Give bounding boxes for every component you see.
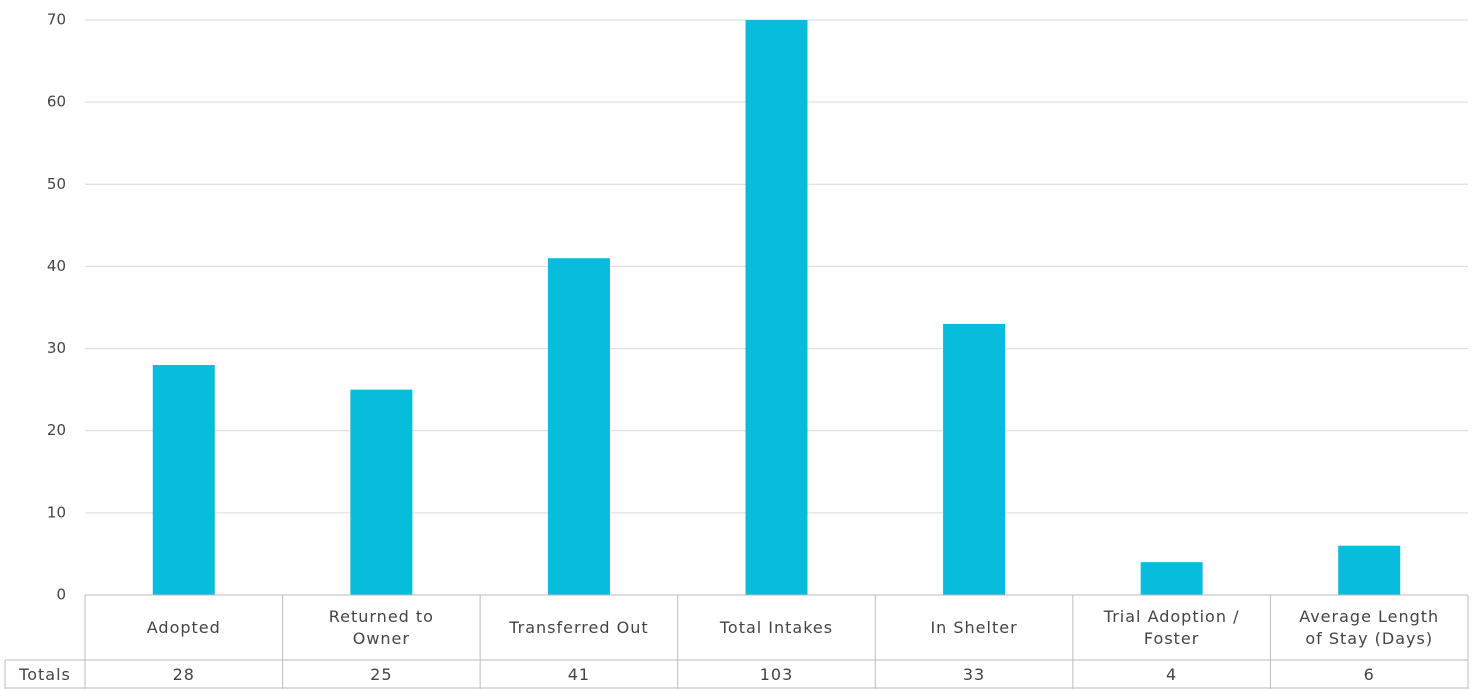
category-label: Average Length of Stay (Days) bbox=[1270, 595, 1468, 660]
y-tick-label: 60 bbox=[47, 93, 66, 111]
total-value: 4 bbox=[1073, 660, 1271, 689]
y-tick-label: 50 bbox=[47, 175, 66, 193]
bar bbox=[350, 389, 413, 595]
total-value-text: 4 bbox=[1166, 664, 1178, 684]
total-value: 6 bbox=[1270, 660, 1468, 689]
category-label: Trial Adoption / Foster bbox=[1073, 595, 1271, 660]
total-value-text: 41 bbox=[567, 664, 591, 684]
category-label: In Shelter bbox=[875, 595, 1073, 660]
row-label: Totals bbox=[5, 660, 85, 689]
bar bbox=[1338, 545, 1401, 595]
category-label: Transferred Out bbox=[480, 595, 678, 660]
total-value: 103 bbox=[678, 660, 876, 689]
bar bbox=[1140, 562, 1203, 595]
bar bbox=[745, 20, 808, 595]
category-label-text: Transferred Out bbox=[509, 617, 649, 637]
category-label-text: Average Length of Stay (Days) bbox=[1299, 606, 1440, 648]
category-label-text: Returned to Owner bbox=[328, 606, 434, 648]
total-value-text: 103 bbox=[759, 664, 794, 684]
category-label: Returned to Owner bbox=[283, 595, 481, 660]
y-tick-label: 70 bbox=[47, 11, 66, 29]
bar bbox=[152, 365, 215, 595]
y-tick-label: 20 bbox=[47, 421, 66, 439]
total-value: 25 bbox=[283, 660, 481, 689]
y-tick-label: 0 bbox=[56, 586, 66, 604]
plot-area bbox=[152, 20, 1401, 595]
total-value-text: 33 bbox=[962, 664, 986, 684]
total-value: 41 bbox=[480, 660, 678, 689]
category-label-text: Total Intakes bbox=[719, 617, 834, 637]
y-tick-label: 40 bbox=[47, 257, 66, 275]
total-value-text: 6 bbox=[1363, 664, 1375, 684]
category-label-text: Adopted bbox=[146, 617, 221, 637]
total-value: 33 bbox=[875, 660, 1073, 689]
category-label-text: In Shelter bbox=[930, 617, 1018, 637]
total-value-text: 25 bbox=[370, 664, 393, 684]
y-tick-label: 10 bbox=[47, 503, 66, 521]
category-label: Adopted bbox=[85, 595, 283, 660]
row-label-text: Totals bbox=[19, 664, 71, 684]
total-value-text: 28 bbox=[172, 664, 195, 684]
y-tick-label: 30 bbox=[47, 339, 66, 357]
total-value: 28 bbox=[85, 660, 283, 689]
category-label-text: Trial Adoption / Foster bbox=[1103, 606, 1240, 648]
bar bbox=[943, 323, 1006, 595]
bar bbox=[547, 258, 610, 595]
category-label: Total Intakes bbox=[678, 595, 876, 660]
